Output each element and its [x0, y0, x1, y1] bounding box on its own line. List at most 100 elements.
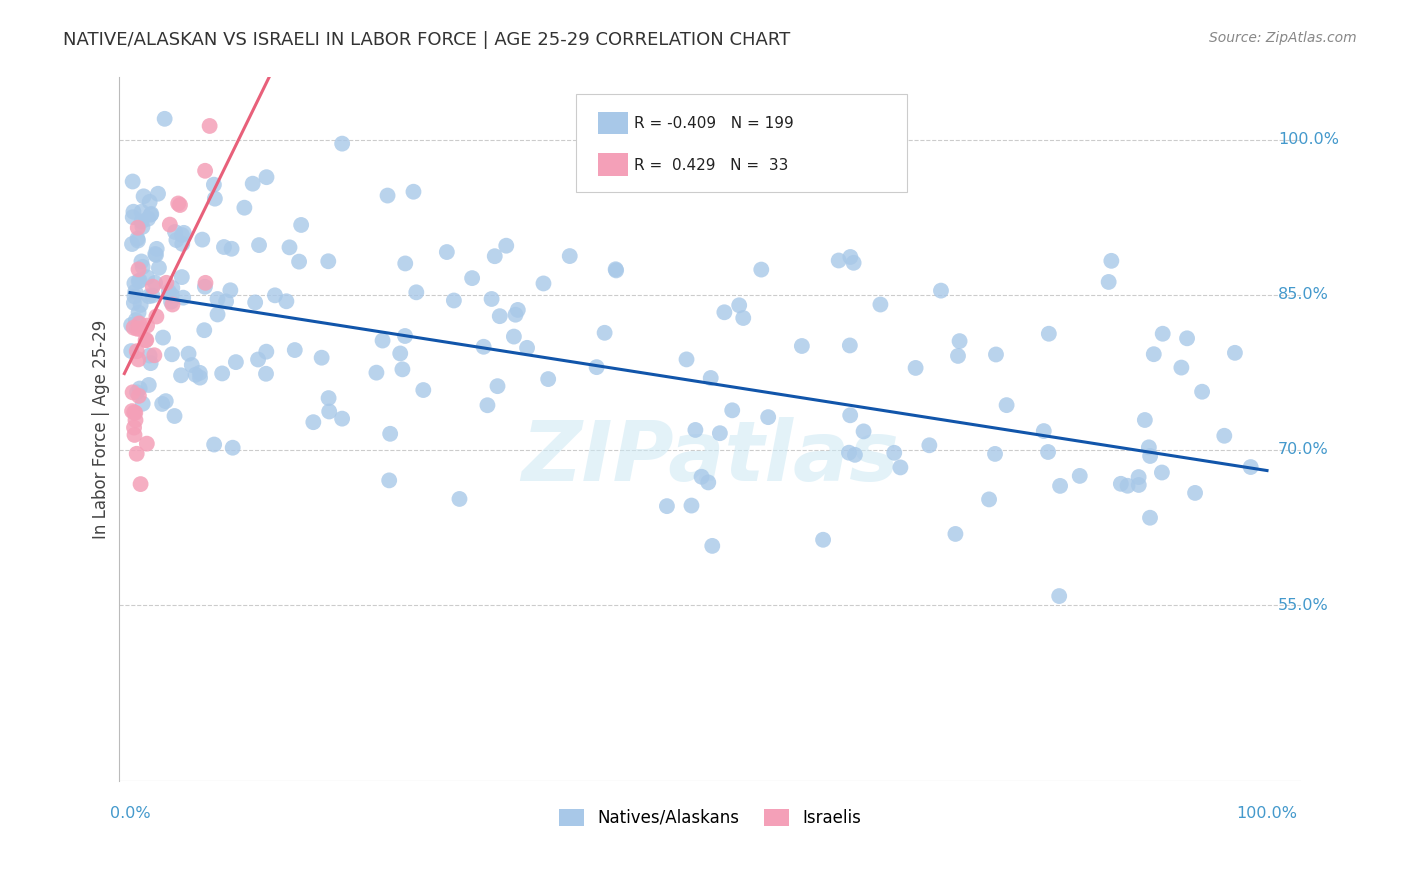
Point: [121, 211, 143, 225]
Point: [1069, 469, 1091, 483]
Point: [162, 297, 184, 311]
Point: [605, 262, 627, 277]
Point: [131, 214, 153, 228]
Point: [124, 428, 146, 442]
Point: [377, 188, 399, 202]
Point: [204, 192, 226, 206]
Point: [121, 404, 143, 418]
Point: [472, 340, 495, 354]
Point: [127, 234, 149, 248]
Point: [148, 260, 170, 275]
Point: [141, 288, 163, 302]
Point: [127, 262, 149, 277]
Point: [481, 292, 503, 306]
Point: [505, 308, 527, 322]
Point: [172, 236, 194, 251]
Point: [889, 460, 911, 475]
Point: [152, 330, 174, 344]
Point: [700, 371, 723, 385]
Point: [159, 218, 181, 232]
Point: [1152, 326, 1174, 341]
Point: [276, 294, 298, 309]
Point: [378, 474, 401, 488]
Point: [167, 196, 190, 211]
Point: [127, 322, 149, 336]
Point: [121, 237, 143, 252]
Point: [139, 356, 162, 370]
Point: [484, 249, 506, 263]
Point: [828, 253, 851, 268]
Point: [537, 372, 560, 386]
Point: [681, 499, 703, 513]
Point: [394, 256, 416, 270]
Text: 85.0%: 85.0%: [1278, 287, 1329, 302]
Point: [131, 204, 153, 219]
Point: [247, 352, 270, 367]
Point: [443, 293, 465, 308]
Point: [844, 448, 866, 462]
Point: [225, 355, 247, 369]
Point: [1137, 440, 1160, 454]
Point: [728, 298, 751, 312]
Point: [593, 326, 616, 340]
Point: [215, 294, 238, 309]
Point: [290, 218, 312, 232]
Point: [122, 204, 145, 219]
Point: [316, 254, 339, 268]
Point: [984, 347, 1007, 361]
Point: [157, 285, 180, 299]
Point: [842, 256, 865, 270]
Point: [122, 405, 145, 419]
Point: [150, 397, 173, 411]
Point: [749, 262, 772, 277]
Point: [163, 225, 186, 239]
Point: [318, 404, 340, 418]
Point: [1032, 424, 1054, 438]
Point: [212, 240, 235, 254]
Point: [721, 403, 744, 417]
Point: [131, 254, 153, 268]
Point: [449, 491, 471, 506]
Point: [284, 343, 307, 357]
Point: [675, 352, 697, 367]
Point: [128, 317, 150, 331]
Point: [702, 539, 724, 553]
Point: [135, 333, 157, 347]
Point: [254, 367, 277, 381]
Point: [177, 347, 200, 361]
Point: [1170, 360, 1192, 375]
Point: [502, 329, 524, 343]
Point: [221, 242, 243, 256]
Point: [160, 288, 183, 302]
Point: [977, 492, 1000, 507]
Point: [330, 136, 353, 151]
Point: [135, 333, 157, 347]
Point: [278, 240, 301, 254]
Text: Source: ZipAtlas.com: Source: ZipAtlas.com: [1209, 31, 1357, 45]
Point: [1191, 384, 1213, 399]
Point: [121, 174, 143, 188]
Point: [124, 285, 146, 299]
Point: [160, 347, 183, 361]
Point: [904, 360, 927, 375]
Point: [1049, 479, 1071, 493]
Point: [136, 270, 159, 285]
Point: [733, 310, 755, 325]
Point: [516, 341, 538, 355]
Point: [697, 475, 720, 490]
Point: [202, 437, 225, 451]
Point: [165, 233, 187, 247]
Point: [160, 294, 183, 309]
Point: [142, 279, 165, 293]
Point: [198, 119, 221, 133]
Point: [127, 232, 149, 246]
Point: [945, 527, 967, 541]
Point: [122, 420, 145, 434]
Text: R =  0.429   N =  33: R = 0.429 N = 33: [634, 158, 789, 172]
Point: [169, 198, 191, 212]
Point: [145, 310, 167, 324]
Point: [124, 413, 146, 427]
Point: [125, 447, 148, 461]
Point: [838, 445, 860, 459]
Point: [180, 358, 202, 372]
